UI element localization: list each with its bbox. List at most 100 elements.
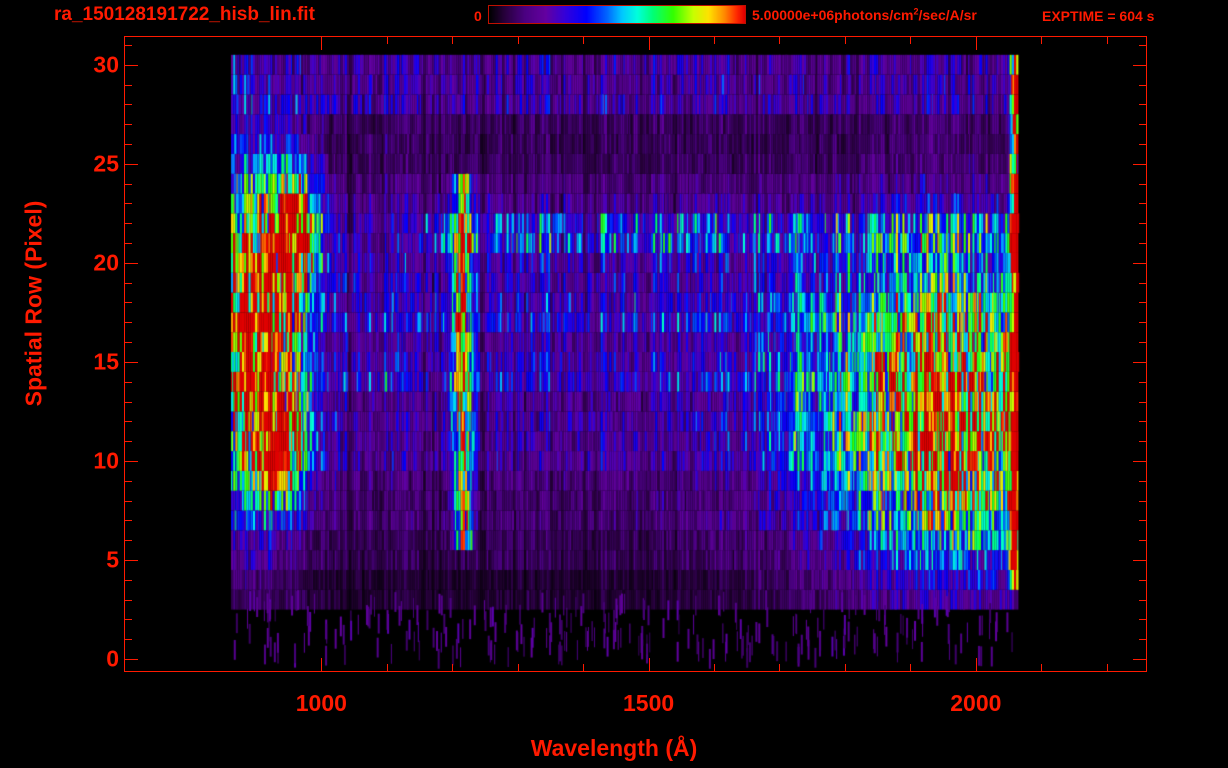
axis-tick [125, 243, 132, 244]
axis-tick [125, 45, 132, 46]
axis-tick [1139, 283, 1146, 284]
axis-tick [714, 664, 715, 671]
axis-tick [125, 223, 132, 224]
axis-tick [1139, 481, 1146, 482]
axis-tick [1139, 243, 1146, 244]
axis-tick [321, 37, 322, 50]
axis-tick [976, 658, 977, 671]
axis-tick [125, 164, 138, 165]
y-tick-label: 15 [93, 348, 119, 375]
axis-tick [125, 639, 132, 640]
axis-tick [1139, 184, 1146, 185]
axis-tick [1139, 501, 1146, 502]
colorbar-max-label: 5.00000e+06photons/cm2/sec/A/sr [752, 7, 977, 23]
axis-tick [125, 481, 132, 482]
axis-tick [125, 362, 138, 363]
axis-tick [1139, 619, 1146, 620]
axis-tick [1133, 560, 1146, 561]
axis-tick [1041, 664, 1042, 671]
y-tick-label: 25 [93, 150, 119, 177]
axis-tick [845, 37, 846, 44]
axis-tick [125, 263, 138, 264]
axis-tick [1139, 580, 1146, 581]
axis-tick [518, 664, 519, 671]
axis-tick [976, 37, 977, 50]
colorbar-units-superscript: 2 [913, 6, 919, 17]
y-tick-label: 20 [93, 249, 119, 276]
axis-tick [125, 65, 138, 66]
axis-tick [125, 124, 132, 125]
axis-tick [125, 580, 132, 581]
axis-tick [125, 501, 132, 502]
axis-tick [1133, 164, 1146, 165]
axis-tick [1139, 441, 1146, 442]
axis-tick [125, 184, 132, 185]
axis-tick [452, 664, 453, 671]
axis-tick [1133, 659, 1146, 660]
axis-tick [1139, 144, 1146, 145]
y-tick-label: 30 [93, 51, 119, 78]
axis-tick [125, 283, 132, 284]
axis-tick [125, 144, 132, 145]
axis-tick [1107, 37, 1108, 44]
axis-tick [583, 664, 584, 671]
axis-tick [125, 520, 132, 521]
axis-tick [1139, 104, 1146, 105]
axis-tick [125, 421, 132, 422]
axis-tick [125, 104, 132, 105]
axis-tick [1133, 461, 1146, 462]
axis-tick [1133, 362, 1146, 363]
axis-tick [1041, 37, 1042, 44]
axis-tick [387, 664, 388, 671]
axis-tick [1139, 540, 1146, 541]
x-tick-label: 2000 [950, 690, 1002, 716]
axis-tick [125, 619, 132, 620]
axis-tick [910, 37, 911, 44]
axis-tick [649, 37, 650, 50]
axis-tick [1133, 263, 1146, 264]
axis-tick [1139, 124, 1146, 125]
plot-frame [124, 36, 1147, 672]
colorbar-units-suffix: /sec/A/sr [918, 7, 977, 23]
axis-tick [125, 540, 132, 541]
exposure-time-label: EXPTIME = 604 s [1042, 8, 1155, 24]
axis-tick [125, 461, 138, 462]
x-tick-label: 1500 [622, 690, 675, 716]
axis-tick [125, 441, 132, 442]
axis-tick [1133, 65, 1146, 66]
colorbar-min-label: 0 [474, 8, 482, 24]
axis-tick [1139, 382, 1146, 383]
axis-tick [779, 37, 780, 44]
axis-tick [125, 382, 132, 383]
axis-tick [845, 664, 846, 671]
x-tick-label: 1000 [295, 690, 347, 716]
axis-tick [1139, 402, 1146, 403]
axis-tick [125, 85, 132, 86]
y-tick-label: 5 [106, 546, 119, 573]
colorbar [488, 5, 746, 24]
colorbar-max-value: 5.00000e+06 [752, 7, 835, 23]
axis-tick [125, 402, 132, 403]
axis-tick [910, 664, 911, 671]
axis-tick [1139, 520, 1146, 521]
axis-tick [1139, 223, 1146, 224]
spectrogram-image [125, 37, 1146, 671]
axis-tick [125, 560, 138, 561]
axis-tick [125, 342, 132, 343]
axis-tick [1139, 203, 1146, 204]
axis-tick [125, 659, 138, 660]
axis-tick [1107, 664, 1108, 671]
axis-tick [1139, 421, 1146, 422]
axis-tick [1139, 302, 1146, 303]
axis-tick [779, 664, 780, 671]
axis-tick [125, 322, 132, 323]
axis-tick [125, 302, 132, 303]
colorbar-units-prefix: photons/cm [834, 7, 914, 23]
axis-tick [321, 658, 322, 671]
axis-tick [518, 37, 519, 44]
axis-tick [1139, 342, 1146, 343]
y-tick-label: 10 [93, 447, 119, 474]
y-axis-title: Spatial Row (Pixel) [20, 200, 47, 407]
axis-tick [583, 37, 584, 44]
